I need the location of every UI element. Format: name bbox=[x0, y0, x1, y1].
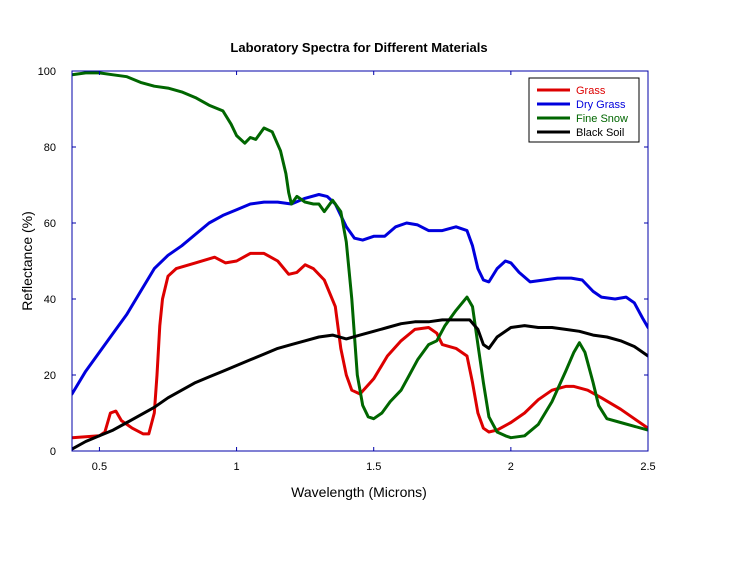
y-tick-label: 20 bbox=[44, 370, 56, 382]
legend-label: Fine Snow bbox=[576, 113, 628, 125]
series-line-grass bbox=[72, 251, 648, 440]
legend-label: Dry Grass bbox=[576, 99, 626, 111]
y-axis-label: Reflectance (%) bbox=[19, 211, 35, 311]
y-tick-label: 80 bbox=[44, 142, 56, 154]
y-tick-label: 40 bbox=[44, 294, 56, 306]
y-tick-label: 100 bbox=[38, 66, 56, 78]
plot-frame bbox=[71, 70, 649, 452]
series-layer bbox=[72, 71, 648, 451]
y-tick-label: 0 bbox=[50, 446, 56, 458]
series-line-dry-grass bbox=[72, 193, 648, 396]
legend-label: Black Soil bbox=[576, 127, 624, 139]
y-tick-label: 60 bbox=[44, 218, 56, 230]
series-line-black-soil bbox=[72, 318, 648, 451]
series-line-fine-snow bbox=[72, 71, 648, 440]
x-tick-label: 1.5 bbox=[366, 461, 381, 473]
x-tick-label: 2 bbox=[508, 461, 514, 473]
x-axis-label: Wavelength (Microns) bbox=[291, 484, 427, 500]
x-tick-label: 1 bbox=[234, 461, 240, 473]
legend: Grass Dry Grass Fine Snow Black Soil bbox=[528, 77, 640, 143]
legend-label: Grass bbox=[576, 85, 606, 97]
x-tick-label: 2.5 bbox=[640, 461, 655, 473]
chart-title: Laboratory Spectra for Different Materia… bbox=[230, 40, 487, 55]
x-tick-label: 0.5 bbox=[92, 461, 107, 473]
ticks-layer: 0.5 1 1.5 2 2.5 0 20 40 60 80 100 bbox=[38, 66, 656, 473]
